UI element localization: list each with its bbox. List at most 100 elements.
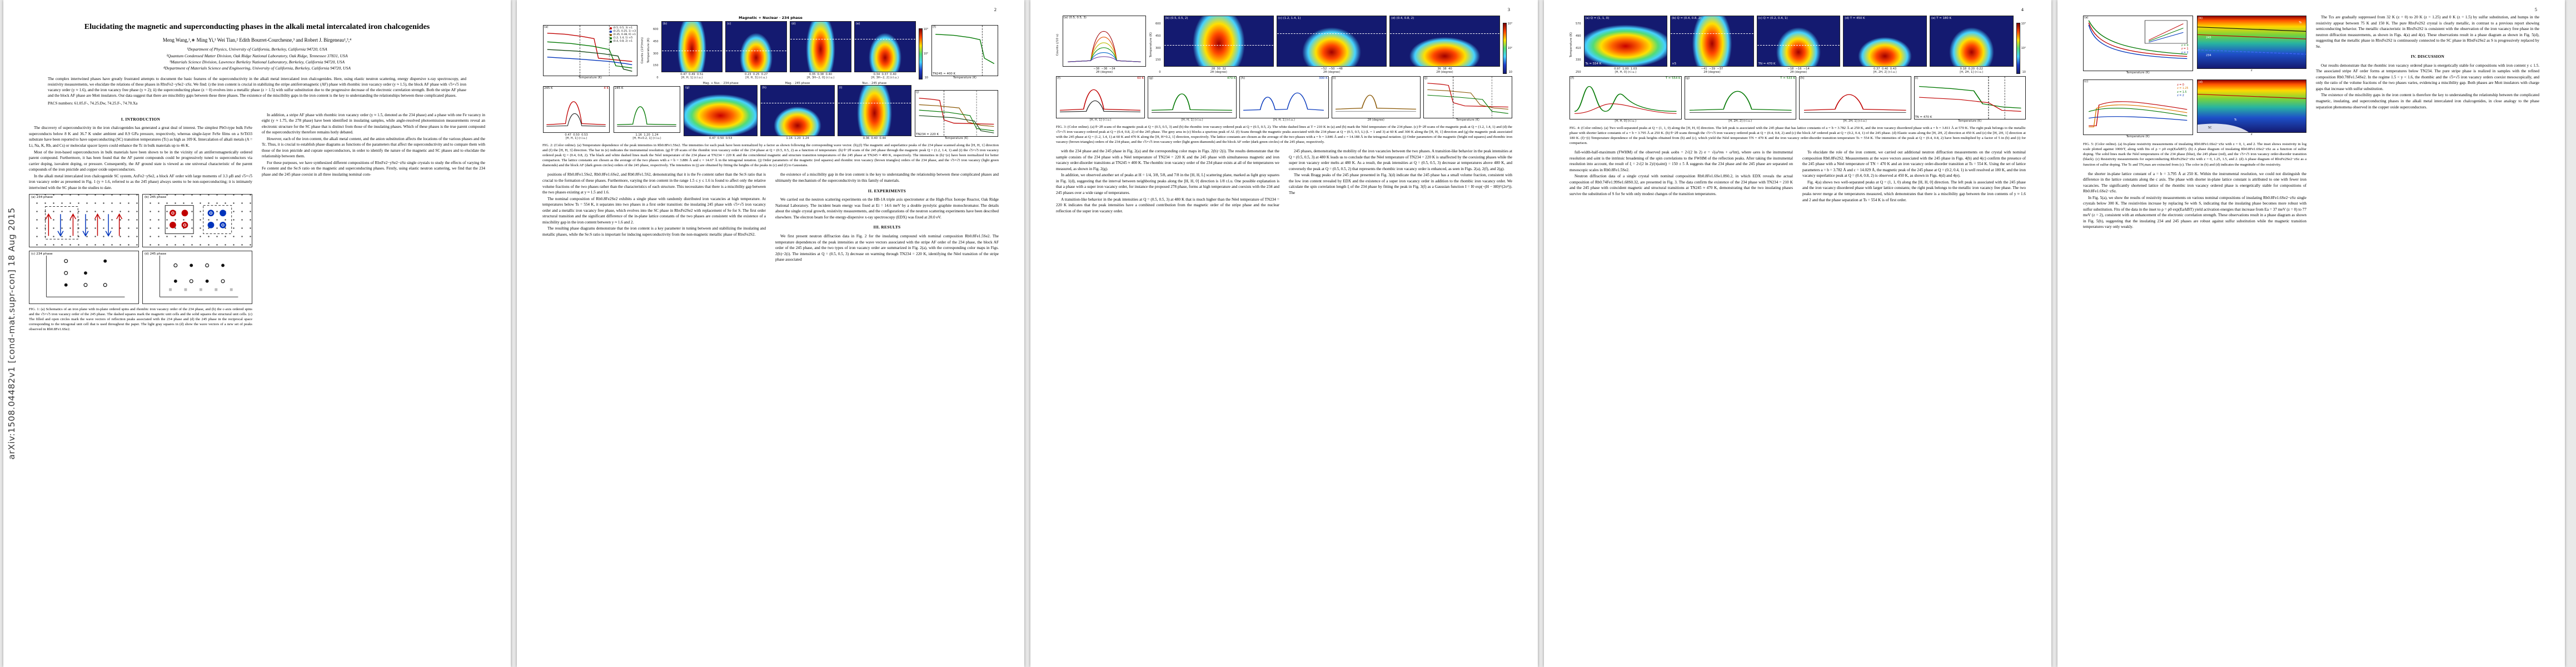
body-paragraph: ²Quantum Condensed Matter Division, Oak … [166,53,348,58]
figure-4-caption: FIG. 4: (Color online). (a) Two well-sep… [1569,126,2026,146]
legend-entry: (0.25, 0.25, 1) ×3 [612,29,636,33]
x-label: Temperature (K) [2126,135,2150,138]
body-paragraph: However, each of the iron content, the a… [262,136,485,159]
fig5-panel-d: (d) SC Tc z [2196,79,2306,140]
body-paragraph: The resulting phase diagrams demonstrate… [542,226,766,237]
panel-label: (c) (1.2, 1.4, 1) [1278,17,1301,20]
fig1-label-b: (b) 245 phase [144,195,167,200]
pacs-line: PACS numbers: 61.05.F-, 74.25.Dw, 74.25.… [48,101,138,106]
body-paragraph: In Fig. 5(a), we show the results of res… [2083,195,2306,230]
body-paragraph: the shorter in-plane lattice constant of… [2083,171,2306,194]
panel-label: (h) [1240,77,1245,80]
order-parameter-plot [931,25,998,76]
body-paragraph: the existence of a miscibility gap in th… [775,172,999,183]
panel-label: (a) (0.5, 0.5, 3) [1064,16,1087,19]
fig4-heatmap-e: (e) T = 180 K 0.18 0.20 0.22 [H, 2H, 1] … [1929,16,2014,74]
legend-marker-brown [610,34,612,36]
fig1-label-a: (a) 234 phase [31,195,53,200]
fig2-heatmap-c: (c) 0.23 0.25 0.27 [H, H, 3] (r.l.u.) [725,21,788,79]
arxiv-watermark: arXiv:1508.04482v1 [cond-mat.supr-con] 1… [7,207,17,460]
paper-page-3: 3 Counts (/10 s) (a) (0.5, 0.5, [1030,0,1538,667]
x-ticks: 0.47 0.50 0.53 [565,133,588,137]
subpanel-title: Mag. · 245 phase [785,82,810,85]
fig5-panel-b: (b) 245 234 Ts z [2196,16,2306,76]
x-unit: 2θ (degree) [1436,71,1453,74]
body-paragraph: 0 [1159,71,1161,74]
affiliations: ¹Department of Physics, University of Ca… [29,46,485,72]
fig4-temperature-axis-label: Temperature (K) [1569,32,1573,58]
panel-label: (b) [2198,17,2203,20]
fig2-legend: (0.5, 0.5, 3) ×1 (0.25, 0.25, 1) ×3 (0.3… [610,27,636,43]
x-unit: [H, 2H, 1] (r.l.u.) [1843,120,1867,123]
fig2-colorbar: 10³ 10² 10 [918,28,928,79]
fig4-heatmap-c: (c) Q = (0.2, 0.4, 1) TN = 470 K −18 −16… [1756,16,1841,74]
body-paragraph: In the alkali metal intercalated iron ch… [29,173,252,190]
heatmap-panel: (d) T = 450 K [1843,16,1927,67]
fig2-panel-a: (a) (0.5, 0.5, 3) ×1 (0.25, 0.25, 1) ×3 … [542,25,638,79]
fig1-label-d: (d) 245 phase [144,252,167,257]
page-number: 5 [2534,7,2537,12]
figure-5: (a) z = 0 z = 1 z = 2 Temperature (K) [2083,16,2306,167]
body-paragraph: ⁴Department of Materials Science and Eng… [163,66,351,71]
temp-tag: T = 554 K [1665,77,1681,80]
series-tag: z = 2 [2177,94,2184,97]
double-peak-profile [1569,76,1682,120]
fig3-heatmap-c: (c) (1.2, 1.4, 1) −52 −50 −48 2θ (degree… [1276,16,1387,74]
panel-label: (e) T = 180 K [1931,17,1951,20]
p5-left-column: (a) z = 0 z = 1 z = 2 Temperature (K) [2083,14,2306,231]
section-heading-results: III. RESULTS [873,225,901,230]
heatmap-panel: (h) [760,85,835,136]
legend-marker-blue [610,31,612,33]
body-paragraph: In addition, a stripe AF phase with rhom… [262,112,485,135]
body-paragraph: 10² [923,52,928,56]
body-paragraph: 10² [1507,46,1512,50]
colorbar [2016,23,2020,74]
body-paragraph: Most of the iron-based superconductors i… [29,150,252,172]
legend-marker-red [610,27,612,29]
x-unit: [H, 2H, 2] (r.l.u.) [1873,71,1897,74]
fig3-profile-f: (f) 60 K [H, H, 1] (r.l.u.) [1056,76,1145,122]
panel-label: (h) [762,86,766,89]
panel-label: (d) [2198,80,2203,84]
body-paragraph: The weak Bragg peaks of the 245 phase pr… [1289,173,1512,195]
x-unit: [H, H, 3] (r.l.u.) [745,76,768,79]
heatmap-panel: (c) Q = (0.2, 0.4, 1) TN = 470 K [1756,16,1841,67]
author-line: Meng Wang,¹,∗ Ming Yi,¹ Wei Tian,² Edith… [162,37,352,43]
fig3-profile-g: (g) 470 K [H, H, 1] (r.l.u.) [1148,76,1237,122]
series-tag: z = 1.25 [2177,87,2189,91]
p4-right-column: To elucidate the role of the iron conten… [1802,150,2026,203]
body-paragraph: full-width-half-maximum (FWHM) of the ob… [1569,150,1793,172]
heatmap-panel: (a) Q = (1, 1, 0) Ts = 554 K [1583,16,1668,67]
peak-profile-plot [1148,76,1237,118]
colorbar-ticks: 10³ 10² 10 [2021,23,2026,74]
p3-left-paragraphs: with the 234 phase and the 245 phase in … [1056,148,1279,214]
fig1-reciprocal-245: (d) 245 phase [142,251,252,305]
peak-profile-plot [1684,76,1796,120]
x-unit: [H, H, 0] (r.l.u.) [1615,71,1637,74]
figure-1-panels: (a) 234 phase [29,194,252,305]
x-unit: [H, 2H, 1] (r.l.u.) [1960,71,1984,74]
panel-label: (d) T = 450 K [1845,17,1865,20]
intensity-vs-temperature-plot [543,25,637,76]
panel-label: (j) [1424,77,1428,80]
body-paragraph: 10 [1508,71,1512,74]
x-unit: [H, H+0.2, 1] (r.l.u.) [632,137,661,140]
paper-page-4: 4 Temperature (K) 570 490 410 330 250 (a) Q … [1544,0,2051,667]
x-unit: [H, H, 1] (r.l.u.) [1273,118,1295,122]
figure-3: Counts (/10 s) (a) (0.5, 0.5, 3) [1056,16,1513,145]
body-paragraph: Neutron diffraction data of a single cry… [1569,174,1793,196]
body-paragraph: Fig. 4(a) shows two well-separated peaks… [1802,180,2026,202]
panel-label: (i) [1915,77,1919,80]
fig2-panel-f: (f) TN245 ≈ 400 K Temperature (K) [931,25,999,79]
body-paragraph: The discovery of superconductivity in th… [29,126,252,148]
legend-entry: (1.2, 1.4, 1) ×5 [612,36,633,39]
fig3-colorbar: 10³ 10² 10 [1502,23,1512,74]
body-paragraph: 150 [1155,58,1161,62]
body-paragraph: 10² [2021,46,2026,50]
x-unit: 2θ (degree) [1210,71,1227,74]
transition-mark: TN = 470 K [1915,116,1932,119]
fig4-y-ticks: 570 490 410 330 250 [1576,23,1581,74]
peak-profile-plot [1056,76,1145,118]
resistivity-plot-sc [2083,79,2193,135]
x-unit: [H, H, 0] (r.l.u.) [1615,120,1637,123]
